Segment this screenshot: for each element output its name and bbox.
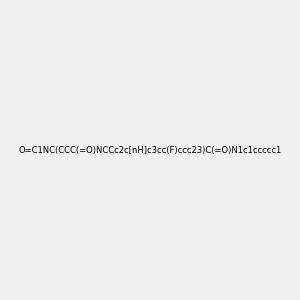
Text: O=C1NC(CCC(=O)NCCc2c[nH]c3cc(F)ccc23)C(=O)N1c1ccccc1: O=C1NC(CCC(=O)NCCc2c[nH]c3cc(F)ccc23)C(=… (18, 146, 282, 154)
